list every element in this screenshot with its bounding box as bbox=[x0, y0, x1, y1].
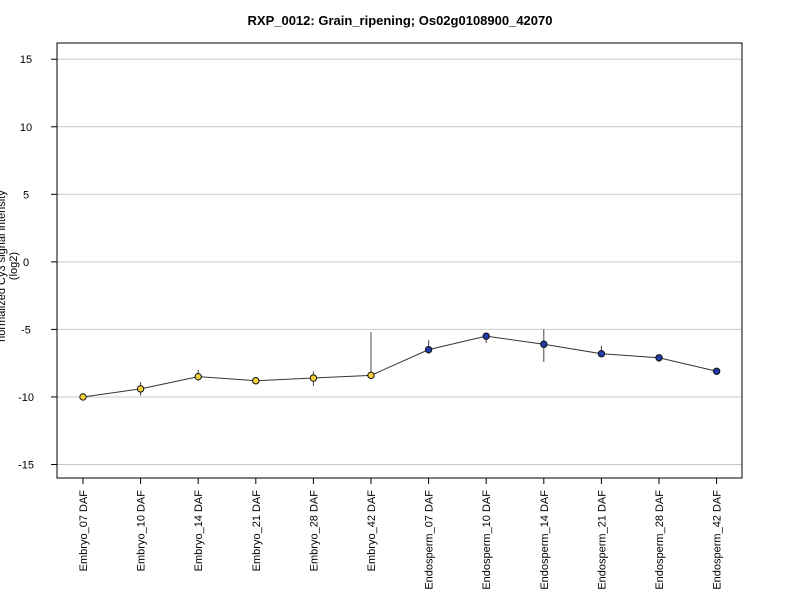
y-tick-label: -5 bbox=[21, 324, 31, 336]
series-polyline bbox=[82, 335, 717, 398]
x-tick-label: Embryo_10 DAF bbox=[136, 490, 148, 572]
data-point bbox=[540, 340, 548, 348]
data-point bbox=[424, 345, 433, 354]
data-points bbox=[79, 332, 721, 401]
x-tick-label: Endosperm_10 DAF bbox=[481, 490, 493, 590]
y-tick-label: 10 bbox=[20, 122, 32, 134]
x-tick-label: Endosperm_21 DAF bbox=[596, 490, 608, 590]
y-tick-label: 5 bbox=[23, 189, 29, 201]
data-point bbox=[597, 350, 606, 358]
chart-title: RXP_0012: Grain_ripening; Os02g0108900_4… bbox=[247, 13, 553, 28]
x-tick-label: Embryo_14 DAF bbox=[193, 490, 205, 572]
error-bars bbox=[140, 329, 718, 396]
data-point bbox=[309, 374, 318, 382]
data-point bbox=[136, 385, 145, 393]
x-tick-label: Embryo_42 DAF bbox=[366, 490, 378, 572]
series-line bbox=[82, 335, 717, 398]
plot-frame bbox=[56, 42, 743, 479]
data-point bbox=[79, 393, 87, 401]
y-tick-label: -15 bbox=[18, 459, 34, 471]
x-tick-label: Embryo_21 DAF bbox=[251, 490, 263, 572]
x-tick-label: Endosperm_42 DAF bbox=[712, 490, 724, 590]
x-tick-label: Embryo_28 DAF bbox=[308, 490, 320, 572]
x-tick-label: Endosperm_14 DAF bbox=[539, 490, 551, 590]
y-tick-label: -10 bbox=[18, 392, 34, 404]
y-axis: -15 -10 -5 0 5 10 15 bbox=[18, 54, 57, 471]
data-point bbox=[194, 372, 202, 381]
data-point bbox=[655, 354, 663, 362]
grid-lines bbox=[57, 58, 742, 465]
x-tick-label: Embryo_07 DAF bbox=[78, 490, 90, 572]
x-axis: Embryo_07 DAF Embryo_10 DAF Embryo_14 DAF E… bbox=[78, 478, 724, 590]
y-tick-label: 15 bbox=[20, 54, 32, 66]
data-point bbox=[252, 377, 260, 385]
data-point bbox=[367, 371, 375, 380]
y-tick-label: 0 bbox=[23, 257, 29, 269]
x-tick-label: Endosperm_28 DAF bbox=[654, 490, 666, 590]
x-tick-label: Endosperm_07 DAF bbox=[424, 490, 436, 590]
data-point bbox=[712, 367, 721, 375]
data-point bbox=[482, 332, 490, 340]
